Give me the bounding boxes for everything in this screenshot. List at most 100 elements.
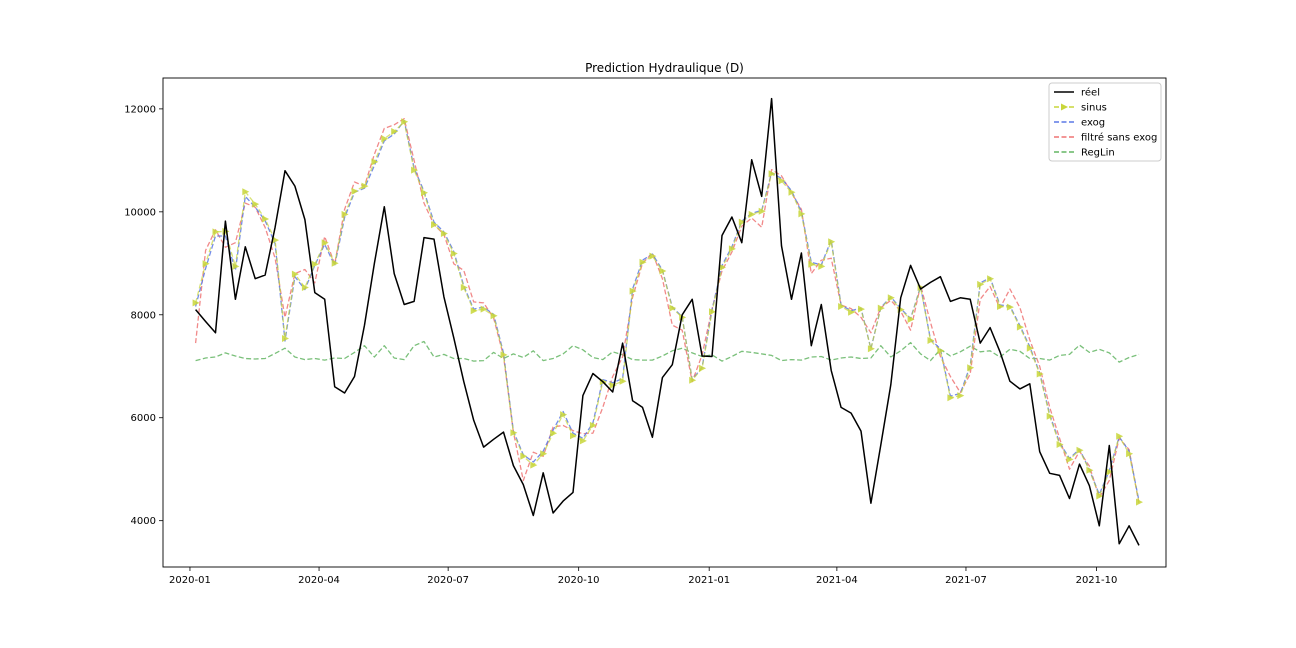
series-1-marker-23 xyxy=(421,189,428,197)
series-1-marker-94 xyxy=(1126,450,1134,458)
x-tick-label-1: 2020-04 xyxy=(298,575,340,586)
series-1-marker-87 xyxy=(1056,441,1064,448)
series-1-marker-9 xyxy=(282,335,289,342)
legend: réel sinus exog filtré sans exog RegLin xyxy=(1048,82,1162,162)
series-1-marker-68 xyxy=(867,345,875,353)
series-1-marker-69 xyxy=(877,304,885,312)
series-1-marker-44 xyxy=(629,287,637,295)
series-1-marker-22 xyxy=(411,166,419,174)
series-1-marker-62 xyxy=(808,260,816,268)
legend-box xyxy=(1048,82,1162,162)
series-1-marker-45 xyxy=(639,258,647,266)
series-line-4 xyxy=(195,340,1140,363)
series-line-1 xyxy=(194,121,1140,503)
x-tick-label-5: 2021-04 xyxy=(816,575,858,586)
x-tick-label-2: 2020-07 xyxy=(427,575,469,586)
series-1-marker-70 xyxy=(887,294,895,302)
series-1-marker-65 xyxy=(838,303,846,310)
series-1-marker-48 xyxy=(669,304,677,312)
series-1-marker-78 xyxy=(967,364,975,372)
series-1-marker-79 xyxy=(977,280,985,288)
series-1-marker-38 xyxy=(570,432,577,440)
series-1-marker-52 xyxy=(709,308,716,316)
x-tick-label-7: 2021-10 xyxy=(1076,575,1118,586)
series-1-marker-85 xyxy=(1036,370,1044,378)
series-1-marker-58 xyxy=(768,170,776,178)
series-1-marker-60 xyxy=(788,188,796,196)
series-1-marker-84 xyxy=(1026,344,1034,352)
series-1-marker-86 xyxy=(1046,412,1054,420)
chart-title: Prediction Hydraulique (D) xyxy=(585,61,744,75)
series-1-marker-24 xyxy=(431,221,438,229)
series-1-marker-53 xyxy=(719,263,726,271)
series-1-marker-0 xyxy=(192,299,200,307)
series-1-marker-2 xyxy=(212,228,220,236)
series-1-marker-75 xyxy=(937,347,945,355)
series-1-marker-35 xyxy=(540,450,548,458)
series-line-0 xyxy=(195,97,1140,546)
y-axis: 4000 6000 8000 10000 12000 xyxy=(124,104,163,527)
series-1-marker-80 xyxy=(987,275,995,283)
series-1-marker-95 xyxy=(1136,498,1143,506)
series-1-marker-10 xyxy=(291,270,299,278)
legend-label-3: filtré sans exog xyxy=(1081,132,1157,144)
series-1-marker-76 xyxy=(947,394,955,402)
series-1-marker-26 xyxy=(450,250,458,257)
y-tick-label-3: 10000 xyxy=(124,207,156,218)
series-1-marker-43 xyxy=(619,377,627,385)
series-1-marker-46 xyxy=(649,252,657,260)
series-1-marker-83 xyxy=(1016,323,1024,331)
series-1-marker-11 xyxy=(301,284,309,291)
series-1-marker-50 xyxy=(689,376,697,384)
series-1-marker-32 xyxy=(510,429,518,437)
x-tick-label-6: 2021-07 xyxy=(945,575,987,586)
y-tick-label-2: 8000 xyxy=(131,310,156,321)
series-1-marker-17 xyxy=(361,182,369,190)
y-tick-label-4: 12000 xyxy=(124,104,156,115)
series-1-marker-16 xyxy=(351,187,359,195)
series-1-marker-21 xyxy=(401,118,409,126)
series-1-marker-40 xyxy=(589,421,597,429)
series-1-marker-33 xyxy=(520,452,528,460)
series-1-marker-19 xyxy=(381,135,389,143)
series-1-marker-42 xyxy=(609,381,617,389)
series-1-marker-31 xyxy=(500,351,508,359)
series-1-marker-74 xyxy=(927,337,935,344)
series-1-marker-59 xyxy=(778,177,786,185)
series-1-marker-67 xyxy=(858,305,865,313)
series-1-marker-14 xyxy=(331,259,339,267)
y-tick-label-1: 6000 xyxy=(131,413,156,424)
series-1-marker-29 xyxy=(480,305,488,313)
series-1-marker-57 xyxy=(758,207,766,215)
series-1-marker-27 xyxy=(460,284,468,291)
series-1-marker-82 xyxy=(1006,303,1014,311)
series-1-marker-36 xyxy=(550,429,558,437)
series-1-marker-47 xyxy=(659,267,667,275)
legend-label-0: réel xyxy=(1081,87,1100,99)
legend-label-4: RegLin xyxy=(1081,148,1115,159)
series-1-marker-61 xyxy=(798,210,806,218)
series-1-marker-64 xyxy=(828,238,836,246)
series-1-marker-30 xyxy=(490,312,498,320)
series-1-marker-28 xyxy=(470,307,478,315)
series-1-marker-6 xyxy=(252,200,260,208)
series-1-marker-72 xyxy=(907,315,915,323)
series-1-marker-88 xyxy=(1066,455,1074,463)
x-tick-label-4: 2021-01 xyxy=(688,575,730,586)
series-1-marker-39 xyxy=(579,437,587,445)
series-1-marker-81 xyxy=(997,303,1004,310)
x-tick-label-3: 2020-10 xyxy=(558,575,600,586)
legend-label-1: sinus xyxy=(1081,103,1107,114)
series-layer xyxy=(192,97,1143,546)
series-1-marker-90 xyxy=(1086,466,1094,474)
series-1-marker-77 xyxy=(957,392,965,400)
x-axis: 2020-01 2020-04 2020-07 2020-10 2021-01 2021-… xyxy=(169,567,1117,586)
series-1-marker-54 xyxy=(728,245,736,253)
series-line-3 xyxy=(194,118,1140,504)
x-tick-label-0: 2020-01 xyxy=(169,575,211,586)
series-1-marker-93 xyxy=(1116,432,1124,440)
series-1-marker-25 xyxy=(440,230,448,237)
series-1-marker-34 xyxy=(530,461,538,469)
series-1-marker-5 xyxy=(242,188,250,196)
